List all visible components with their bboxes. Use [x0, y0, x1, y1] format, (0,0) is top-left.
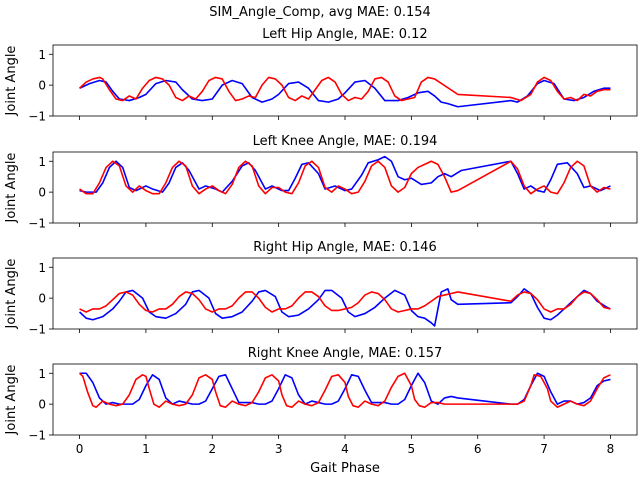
y-tick-label: −1 — [28, 110, 46, 124]
subplot-panels: Left Hip Angle, MAE: 0.12 Joint Angle −1 0 1… — [4, 27, 638, 456]
x-tick-label: 5 — [408, 442, 416, 456]
y-tick-label: 1 — [38, 367, 46, 381]
y-tick-label: −1 — [28, 429, 46, 443]
y-tick-label: 0 — [38, 186, 46, 200]
y-axis-label: Joint Angle — [4, 46, 19, 117]
axes-frame — [52, 257, 638, 330]
figure-xlabel: Gait Phase — [310, 461, 380, 476]
x-tick-label: 4 — [341, 442, 349, 456]
subplot-title: Right Hip Angle, MAE: 0.146 — [253, 240, 436, 255]
y-tick-label: −1 — [28, 323, 46, 337]
series-line-1 — [79, 288, 611, 327]
y-axis-label: Joint Angle — [4, 365, 19, 436]
subplot-3: Right Hip Angle, MAE: 0.146 Joint Angle −1… — [4, 240, 638, 337]
x-tick-label: 6 — [474, 442, 482, 456]
subplot-title: Left Knee Angle, MAE: 0.194 — [253, 134, 438, 149]
series-line-2 — [79, 76, 611, 102]
axes-frame — [52, 44, 638, 117]
series-line-1 — [79, 155, 611, 193]
series-line-2 — [79, 291, 611, 313]
y-axis-label: Joint Angle — [4, 259, 19, 330]
axes-frame — [52, 151, 638, 224]
y-tick-label: 0 — [38, 79, 46, 93]
y-tick-label: 1 — [38, 155, 46, 169]
x-tick-label: 7 — [540, 442, 548, 456]
y-tick-label: 1 — [38, 48, 46, 62]
y-tick-label: −1 — [28, 217, 46, 231]
series-line-2 — [79, 160, 611, 195]
subplot-2: Left Knee Angle, MAE: 0.194 Joint Angle −1… — [4, 134, 638, 231]
y-tick-label: 0 — [38, 292, 46, 306]
subplot-1: Left Hip Angle, MAE: 0.12 Joint Angle −1 0 1 — [4, 27, 638, 124]
y-tick-label: 1 — [38, 261, 46, 275]
subplot-4: Right Knee Angle, MAE: 0.157 Joint Angle−… — [4, 346, 638, 456]
subplot-title: Left Hip Angle, MAE: 0.12 — [262, 27, 427, 42]
x-tick-label: 8 — [607, 442, 615, 456]
figure-suptitle: SIM_Angle_Comp, avg MAE: 0.154 — [209, 5, 431, 20]
subplot-title: Right Knee Angle, MAE: 0.157 — [248, 346, 443, 361]
x-tick-label: 2 — [208, 442, 216, 456]
series-line-1 — [79, 79, 611, 108]
y-tick-label: 0 — [38, 398, 46, 412]
x-tick-label: 3 — [275, 442, 283, 456]
y-axis-label: Joint Angle — [4, 153, 19, 224]
series-line-2 — [79, 372, 611, 409]
x-tick-label: 0 — [76, 442, 84, 456]
axes-frame — [52, 363, 638, 436]
x-tick-label: 1 — [142, 442, 150, 456]
